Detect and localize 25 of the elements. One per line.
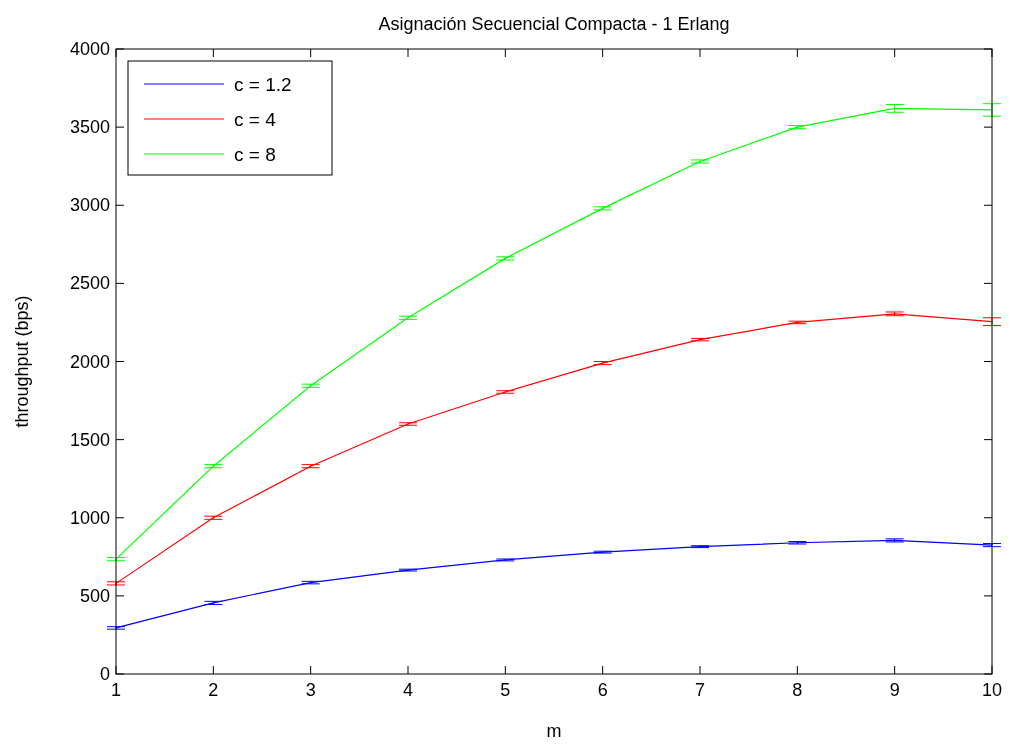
y-tick-label: 1000: [69, 507, 110, 528]
y-tick-label: 4000: [69, 39, 110, 59]
x-tick-label: 5: [500, 680, 511, 700]
x-tick-label: 9: [889, 680, 900, 700]
x-tick-label: 7: [694, 680, 706, 700]
x-tick-label: 1: [110, 680, 122, 700]
y-tick-label: 500: [79, 585, 110, 606]
legend-label: c = 8: [234, 144, 276, 165]
x-axis-title: m: [546, 721, 562, 741]
y-tick-label: 3500: [69, 117, 110, 138]
y-tick-label: 3000: [69, 195, 110, 216]
x-tick-label: 6: [597, 680, 608, 700]
y-tick-label: 2500: [69, 273, 110, 294]
x-tick-label: 4: [402, 680, 414, 700]
x-tick-label: 8: [792, 680, 803, 700]
x-tick-label: 2: [208, 680, 219, 700]
x-tick-label: 10: [981, 680, 1003, 700]
y-tick-label: 1500: [69, 429, 110, 450]
chart-title: Asignación Secuencial Compacta - 1 Erlang: [378, 14, 730, 34]
x-tick-label: 3: [305, 680, 316, 700]
legend-label: c = 1.2: [234, 74, 292, 95]
legend-label: c = 4: [234, 109, 277, 130]
y-tick-label: 2000: [69, 351, 110, 372]
y-tick-label: 0: [99, 664, 110, 684]
y-axis-title: throughput (bps): [12, 295, 32, 428]
